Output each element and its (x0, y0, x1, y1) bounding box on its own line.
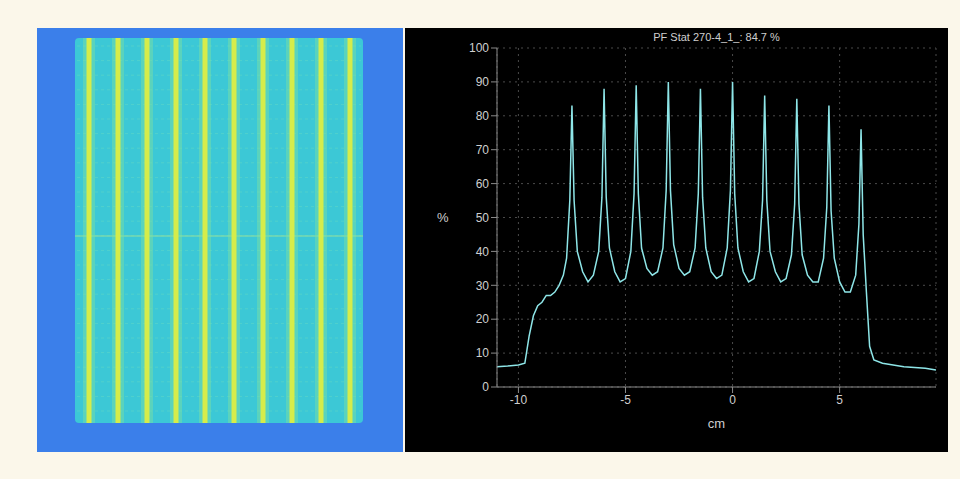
svg-text:90: 90 (476, 75, 490, 89)
svg-text:-5: -5 (620, 393, 631, 407)
svg-text:%: % (437, 210, 449, 225)
html-text:PF Stat 270-4_1_: 84.7 %: PF Stat 270-4_1_: 84.7 % (653, 31, 780, 43)
svg-text:0: 0 (729, 393, 736, 407)
svg-text:100: 100 (469, 41, 489, 55)
svg-text:-10: -10 (510, 393, 528, 407)
svg-text:cm: cm (708, 416, 725, 431)
svg-text:20: 20 (476, 312, 490, 326)
svg-text:5: 5 (836, 393, 843, 407)
svg-text:10: 10 (476, 346, 490, 360)
svg-text:70: 70 (476, 143, 490, 157)
svg-text:40: 40 (476, 245, 490, 259)
svg-text:0: 0 (482, 380, 489, 394)
svg-text:30: 30 (476, 279, 490, 293)
svg-text:60: 60 (476, 177, 490, 191)
svg-text:80: 80 (476, 109, 490, 123)
svg-text:50: 50 (476, 211, 490, 225)
